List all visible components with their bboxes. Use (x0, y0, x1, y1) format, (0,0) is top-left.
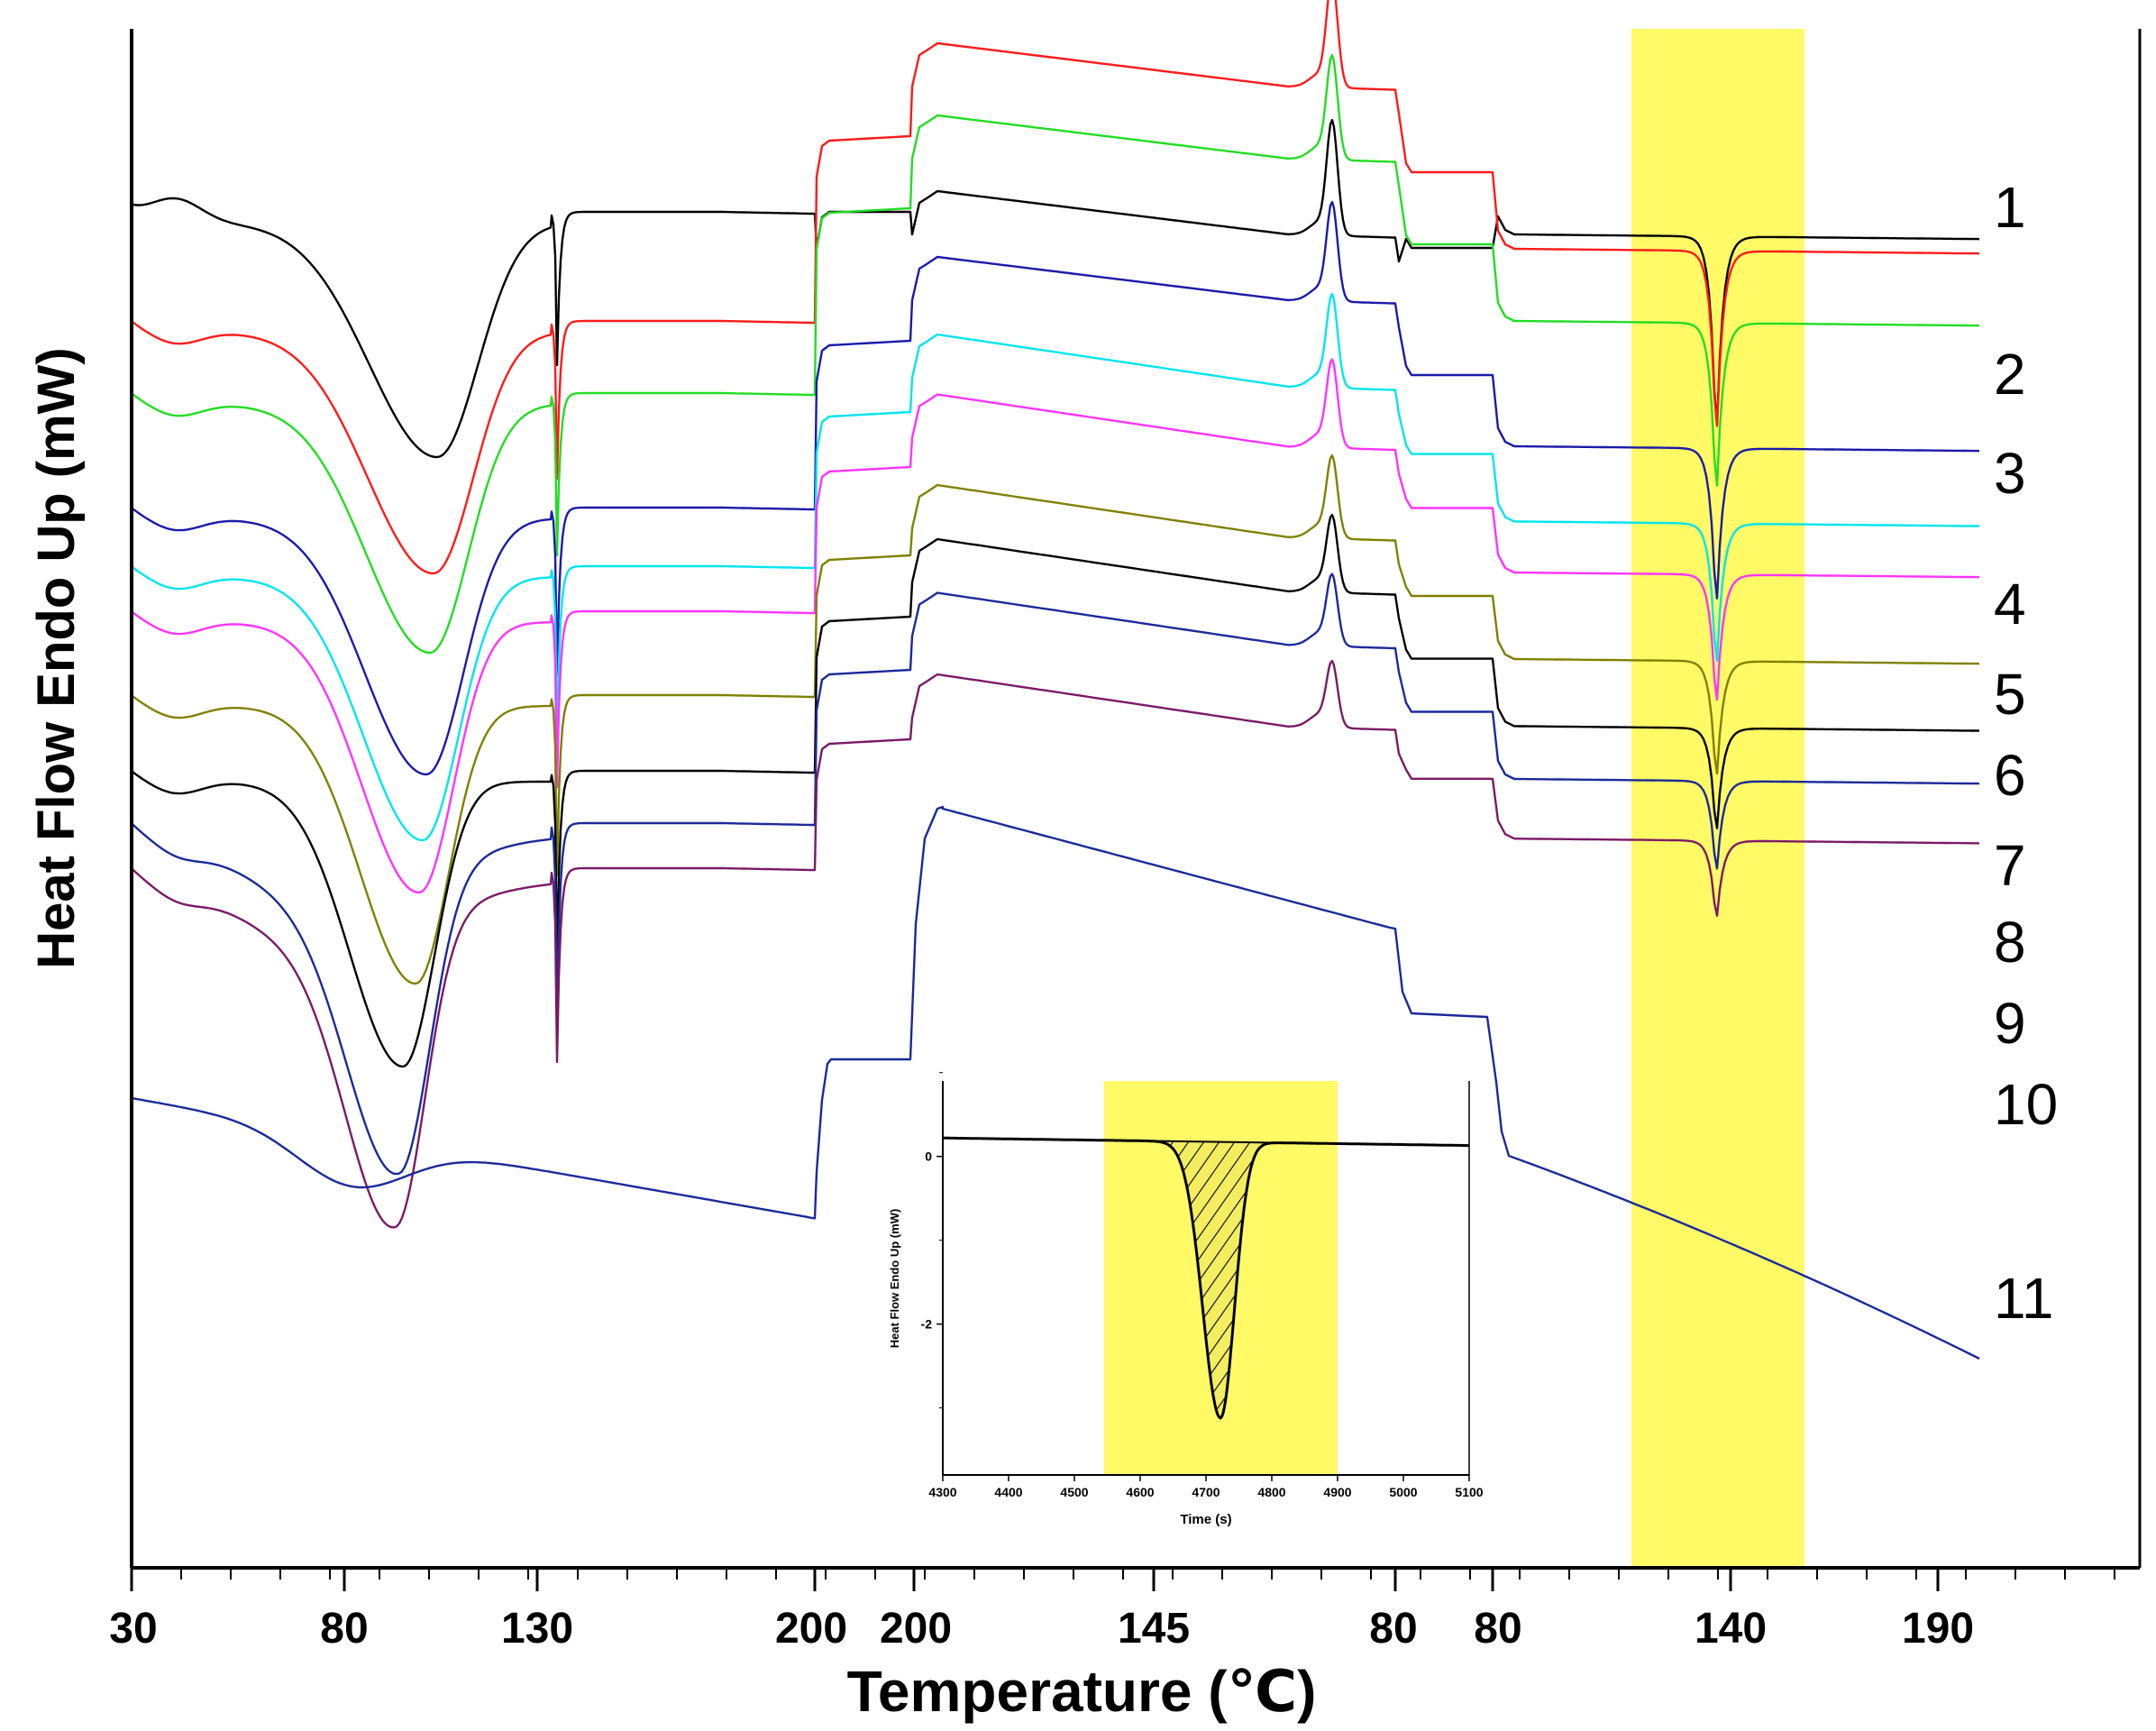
inset-y-tick-label: 0 (925, 1149, 932, 1164)
x-tick-label: 80 (1474, 1605, 1521, 1653)
x-tick-label: 140 (1695, 1605, 1767, 1653)
y-axis-title: Heat Flow Endo Up (mW) (27, 347, 86, 969)
curves (131, 0, 1980, 1360)
curve-label-11: 11 (1994, 1266, 2053, 1331)
curve-5 (131, 292, 1980, 842)
curve-7 (131, 453, 1980, 985)
inset-x-tick-label: 4300 (928, 1485, 956, 1499)
curve-label-10: 10 (1994, 1072, 2058, 1137)
inset-x-tick-label: 4600 (1126, 1485, 1154, 1499)
inset-ticks: 4300 4400 4500 4600 4700 4800 4900 5000 5100 0 -2 (921, 1072, 1484, 1499)
x-tick-label: 190 (1902, 1605, 1974, 1653)
inset-baseline (942, 1137, 1470, 1147)
curve-label-5: 5 (1994, 662, 2026, 727)
inset-x-axis-title: Time (s) (1180, 1512, 1231, 1527)
curve-label-9: 9 (1994, 991, 2026, 1056)
inset-x-tick-label: 4900 (1323, 1485, 1351, 1499)
axes (130, 29, 2142, 1570)
curve-label-1: 1 (1994, 175, 2026, 240)
inset-hatched-area (1140, 1140, 1319, 1418)
curve-labels: 1 2 3 4 5 6 7 8 9 10 11 (1994, 175, 2058, 1331)
curve-1 (131, 118, 1980, 459)
x-tick-labels: 30 80 130 200 200 145 80 80 140 190 (109, 1605, 1974, 1653)
curve-label-6: 6 (1994, 743, 2026, 808)
x-tick-label: 80 (1369, 1605, 1417, 1653)
inset-x-tick-label: 4400 (994, 1485, 1022, 1499)
inset-y-tick-label: -2 (921, 1317, 933, 1332)
curve-9 (131, 572, 1980, 1176)
curve-label-8: 8 (1994, 910, 2026, 975)
curve-4 (131, 200, 1980, 776)
curve-label-7: 7 (1994, 833, 2026, 898)
x-axis-title: Temperature (℃) (847, 1659, 1317, 1724)
curve-6 (131, 358, 1980, 894)
curve-2 (131, 0, 1980, 575)
curve-3 (131, 53, 1980, 655)
x-tick-label: 130 (501, 1605, 573, 1653)
inset-x-tick-label: 5000 (1389, 1485, 1417, 1499)
inset-x-tick-label: 4800 (1257, 1485, 1285, 1499)
x-tick-label: 80 (320, 1605, 368, 1653)
curve-11 (131, 805, 1980, 1360)
curve-label-3: 3 (1994, 441, 2026, 506)
curve-label-4: 4 (1994, 572, 2026, 637)
highlight-band (1631, 29, 1804, 1568)
x-tick-label: 200 (775, 1605, 847, 1653)
x-tick-label: 200 (880, 1605, 952, 1653)
inset-x-tick-label: 4500 (1060, 1485, 1088, 1499)
inset-x-tick-label: 5100 (1455, 1485, 1483, 1499)
inset-y-axis-title: Heat Flow Endo Up (mW) (888, 1209, 901, 1349)
curve-label-2: 2 (1994, 342, 2026, 407)
curve-8 (131, 513, 1980, 1068)
inset-chart: 4300 4400 4500 4600 4700 4800 4900 5000 51000-2 … (888, 1072, 1484, 1527)
x-ticks (130, 1568, 2115, 1591)
x-tick-label: 145 (1118, 1605, 1190, 1653)
inset-x-tick-label: 4700 (1192, 1485, 1220, 1499)
x-tick-label: 30 (109, 1605, 157, 1653)
